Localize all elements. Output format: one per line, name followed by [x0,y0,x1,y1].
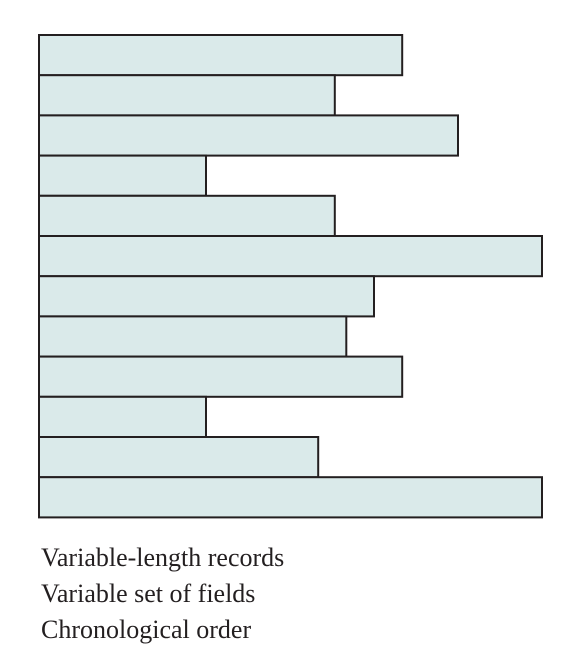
caption: Variable-length records Variable set of … [41,540,284,648]
records-diagram [38,34,543,519]
record-bar-11 [38,436,320,479]
record-bar-9 [38,355,404,398]
caption-line-chronological-order: Chronological order [41,615,252,644]
record-bar-10 [38,395,207,438]
caption-line-variable-length-records: Variable-length records [41,543,285,572]
record-bar-8 [38,315,348,358]
caption-line-variable-set-of-fields: Variable set of fields [41,579,256,608]
record-bar-12 [38,476,543,519]
record-bar-1 [38,34,404,77]
record-bar-4 [38,154,207,197]
record-bar-5 [38,194,336,238]
record-bar-6 [38,235,543,278]
record-bar-7 [38,275,375,318]
record-bar-3 [38,114,459,157]
record-bar-2 [38,74,336,117]
